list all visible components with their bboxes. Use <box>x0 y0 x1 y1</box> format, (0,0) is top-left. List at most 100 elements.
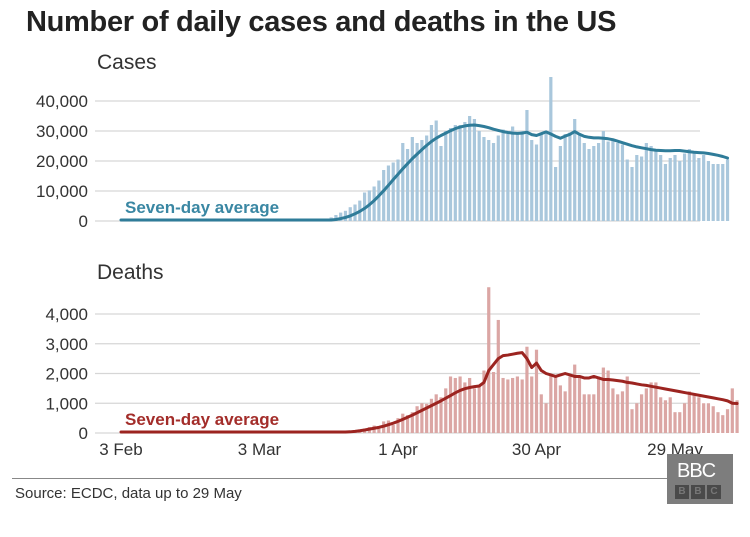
deaths-bar <box>506 379 510 433</box>
cases-bar <box>544 131 548 221</box>
deaths-bar <box>554 376 558 433</box>
x-tick-label: 30 Apr <box>512 440 561 459</box>
cases-bar <box>511 126 515 221</box>
cases-bar <box>525 110 529 221</box>
cases-bar <box>601 131 605 221</box>
cases-bar <box>620 144 625 221</box>
cases-bar <box>549 77 553 221</box>
deaths-bar <box>453 377 457 433</box>
cases-bar <box>692 152 696 221</box>
bbc-block: C <box>707 485 721 499</box>
cases-bar <box>448 128 453 221</box>
cases-bar <box>482 137 486 221</box>
deaths-bar <box>420 403 424 433</box>
deaths-bar <box>625 376 629 433</box>
deaths-bar <box>434 394 438 433</box>
x-tick-label: 3 Mar <box>238 440 282 459</box>
deaths-subtitle: Deaths <box>97 261 164 284</box>
source-note: Source: ECDC, data up to 29 May <box>15 485 242 502</box>
cases-bar <box>382 170 386 221</box>
cases-bar <box>520 131 524 221</box>
cases-bar <box>725 159 730 221</box>
cases-bar <box>530 140 534 221</box>
cases-bar <box>444 131 448 221</box>
cases-bar <box>425 135 429 221</box>
deaths-bar <box>530 376 534 433</box>
deaths-bar <box>606 370 610 433</box>
deaths-bar <box>544 403 548 433</box>
deaths-bar <box>391 424 395 433</box>
deaths-bar <box>644 388 648 433</box>
cases-bar <box>420 140 424 221</box>
cases-bar <box>491 143 496 221</box>
cases-bar <box>702 155 706 221</box>
cases-bar <box>391 162 395 221</box>
deaths-bar <box>654 382 658 433</box>
deaths-bar <box>592 394 596 433</box>
deaths-bar <box>468 377 472 433</box>
deaths-bar <box>620 391 625 433</box>
deaths-bar <box>596 376 601 433</box>
cases-bar <box>625 159 629 221</box>
deaths-bar <box>501 377 505 433</box>
deaths-bar <box>639 394 644 433</box>
bbc-logo: BBC B B C <box>667 454 733 504</box>
cases-bar <box>697 158 701 221</box>
deaths-bar <box>673 412 677 433</box>
deaths-bar <box>525 346 529 433</box>
deaths-bar <box>721 415 725 433</box>
deaths-bar <box>711 406 715 433</box>
bbc-block: B <box>691 485 705 499</box>
deaths-bar <box>649 382 653 433</box>
cases-bar <box>434 120 438 221</box>
deaths-bar <box>668 397 672 433</box>
cases-bar <box>458 125 462 221</box>
cases-bar <box>582 143 586 221</box>
deaths-bar <box>577 376 582 433</box>
cases-bar <box>616 143 620 221</box>
cases-bar <box>386 165 391 221</box>
deaths-bar <box>425 403 429 433</box>
x-tick-label: 1 Apr <box>378 440 418 459</box>
cases-bar <box>711 164 715 221</box>
cases-bar <box>687 149 691 221</box>
deaths-bar <box>630 409 634 433</box>
cases-bar <box>611 140 615 221</box>
cases-bar <box>558 146 562 221</box>
cases-bar <box>568 132 572 221</box>
bbc-logo-blocks: B B C <box>675 485 721 499</box>
cases-bar <box>682 153 687 221</box>
cases-bar <box>573 119 577 221</box>
deaths-bar <box>515 376 519 433</box>
cases-bar <box>635 155 639 221</box>
cases-bar <box>477 131 481 221</box>
deaths-bar <box>415 406 419 433</box>
deaths-bar <box>491 372 496 433</box>
bbc-block: B <box>675 485 689 499</box>
deaths-bar <box>511 377 515 433</box>
deaths-bar <box>386 420 391 433</box>
deaths-bar <box>716 412 720 433</box>
deaths-bar <box>616 394 620 433</box>
cases-bar <box>539 132 543 221</box>
deaths-bar <box>458 376 462 433</box>
cases-bar <box>639 156 644 221</box>
deaths-bar <box>730 388 734 433</box>
deaths-bar <box>520 379 524 433</box>
cases-panel: Cases 0 10,000 20,000 30,000 40,000 Seven-day … <box>36 51 730 231</box>
cases-bar <box>659 155 663 221</box>
cases-bar <box>721 164 725 221</box>
cases-bar <box>649 146 653 221</box>
deaths-bar <box>496 319 500 433</box>
deaths-bar <box>601 367 605 433</box>
deaths-y-tick-label: 4,000 <box>45 305 88 324</box>
cases-y-tick-label: 20,000 <box>36 152 88 171</box>
cases-bar <box>716 164 720 221</box>
deaths-bar <box>635 403 639 433</box>
cases-bar <box>596 143 601 221</box>
cases-bar <box>554 167 558 221</box>
deaths-bar <box>611 388 615 433</box>
deaths-bar <box>692 394 696 433</box>
deaths-bar <box>687 391 691 433</box>
